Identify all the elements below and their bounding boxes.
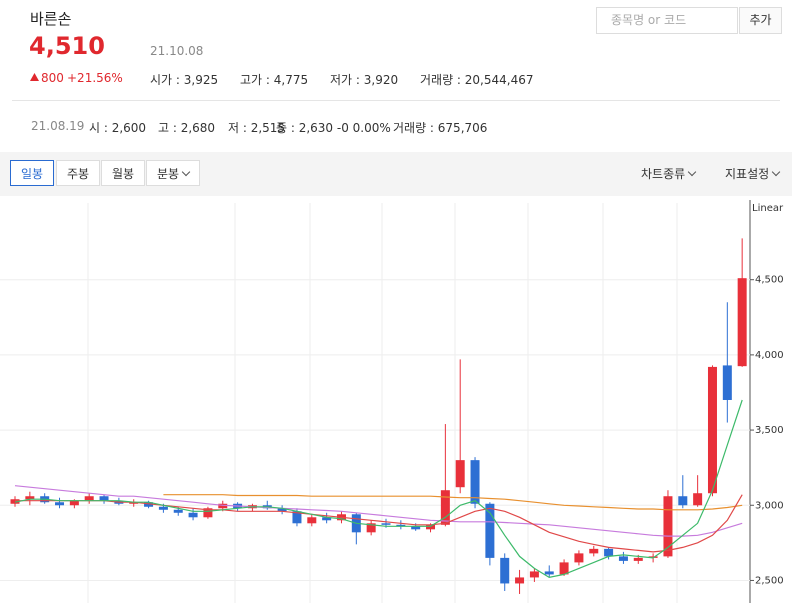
moving-average-line bbox=[163, 494, 743, 511]
candle-body bbox=[188, 512, 198, 518]
y-tick-label: 3,000 bbox=[755, 500, 784, 511]
up-triangle bbox=[30, 73, 39, 81]
stat: 시가 : 3,925 bbox=[150, 73, 219, 87]
tab-minute[interactable]: 분봉 bbox=[146, 160, 200, 186]
search-input[interactable]: 종목명 or 코드 bbox=[596, 7, 738, 34]
candle-body bbox=[69, 500, 79, 506]
price: 4,510 bbox=[29, 32, 105, 60]
candle-body bbox=[707, 366, 717, 494]
info-item: 종 : 2,630 -0 0.00% bbox=[276, 121, 391, 135]
candle-body bbox=[381, 523, 391, 525]
candle-body bbox=[55, 502, 65, 506]
moving-average-line bbox=[14, 485, 743, 537]
info-item: 거래량 : 675,706 bbox=[393, 121, 488, 135]
menu-label: 차트종류 bbox=[641, 167, 686, 181]
candle-body bbox=[470, 460, 480, 504]
candle-body bbox=[426, 524, 436, 530]
candle-body bbox=[440, 490, 450, 525]
candle-body bbox=[173, 509, 183, 513]
candle-body bbox=[455, 460, 465, 488]
candle-body bbox=[604, 548, 614, 557]
info-date: 21.08.19 bbox=[31, 119, 85, 133]
stat: 고가 : 4,775 bbox=[240, 73, 309, 87]
stat: 저가 : 3,920 bbox=[330, 73, 399, 87]
candle-body bbox=[84, 496, 94, 501]
moving-average-line bbox=[15, 494, 743, 553]
tab-label: 분봉 bbox=[156, 167, 180, 181]
info-item: 저 : 2,515 bbox=[228, 121, 286, 135]
y-tick-label: 3,500 bbox=[755, 425, 784, 436]
stock-name: 바른손 bbox=[30, 10, 72, 28]
chevron bbox=[181, 167, 191, 177]
candle-body bbox=[648, 556, 658, 558]
chevron bbox=[687, 167, 697, 177]
change-pct: +21.56% bbox=[67, 71, 123, 85]
candle-body bbox=[203, 508, 213, 518]
chart: Linear 2,500 3,000 3,500 4,000 4,500 bbox=[0, 200, 784, 603]
candle-body bbox=[722, 365, 732, 400]
candle-body bbox=[25, 496, 35, 500]
candle-body bbox=[737, 278, 747, 367]
candle-body bbox=[678, 496, 688, 506]
chart-type-menu[interactable]: 차트종류 bbox=[641, 165, 697, 182]
candle-body bbox=[411, 526, 421, 530]
divider bbox=[12, 100, 780, 101]
info-item: 고 : 2,680 bbox=[158, 121, 216, 135]
candle-body bbox=[144, 502, 154, 507]
candle-body bbox=[693, 493, 703, 506]
candle-body bbox=[500, 557, 510, 584]
candle-body bbox=[129, 502, 139, 504]
stat: 거래량 : 20,544,467 bbox=[420, 73, 534, 87]
scale-label: Linear bbox=[752, 203, 784, 214]
candle-body bbox=[99, 496, 109, 501]
candle-body bbox=[292, 511, 302, 524]
candle-body bbox=[485, 503, 495, 558]
indicator-menu[interactable]: 지표설정 bbox=[725, 165, 781, 182]
price-date: 21.10.08 bbox=[150, 44, 204, 58]
menu-label: 지표설정 bbox=[725, 167, 770, 181]
change: 800 bbox=[41, 71, 64, 85]
candle-body bbox=[544, 571, 554, 575]
candle-body bbox=[10, 499, 20, 504]
y-tick-label: 2,500 bbox=[755, 575, 784, 586]
y-tick-label: 4,000 bbox=[755, 350, 784, 361]
candle-body bbox=[663, 496, 673, 557]
candle-body bbox=[307, 517, 317, 524]
tab-weekly[interactable]: 주봉 bbox=[56, 160, 100, 186]
tab-daily[interactable]: 일봉 bbox=[10, 160, 54, 186]
y-tick-label: 4,500 bbox=[755, 275, 784, 286]
candle-body bbox=[277, 508, 287, 512]
candle-body bbox=[559, 562, 569, 575]
candle-body bbox=[589, 548, 599, 554]
candle-body bbox=[158, 506, 168, 510]
candle-body bbox=[366, 523, 376, 533]
candle-body bbox=[618, 556, 628, 561]
moving-average-line bbox=[14, 399, 743, 579]
candle-body bbox=[529, 571, 539, 578]
candle-body bbox=[574, 553, 584, 563]
info-item: 시 : 2,600 bbox=[89, 121, 147, 135]
candle-body bbox=[633, 557, 643, 561]
tab-monthly[interactable]: 월봉 bbox=[101, 160, 145, 186]
candle-body bbox=[396, 524, 406, 527]
add-button[interactable]: 추가 bbox=[739, 7, 782, 34]
chevron bbox=[771, 167, 781, 177]
candle-body bbox=[515, 577, 525, 584]
candle-body bbox=[218, 503, 228, 509]
candle-body bbox=[322, 517, 332, 521]
